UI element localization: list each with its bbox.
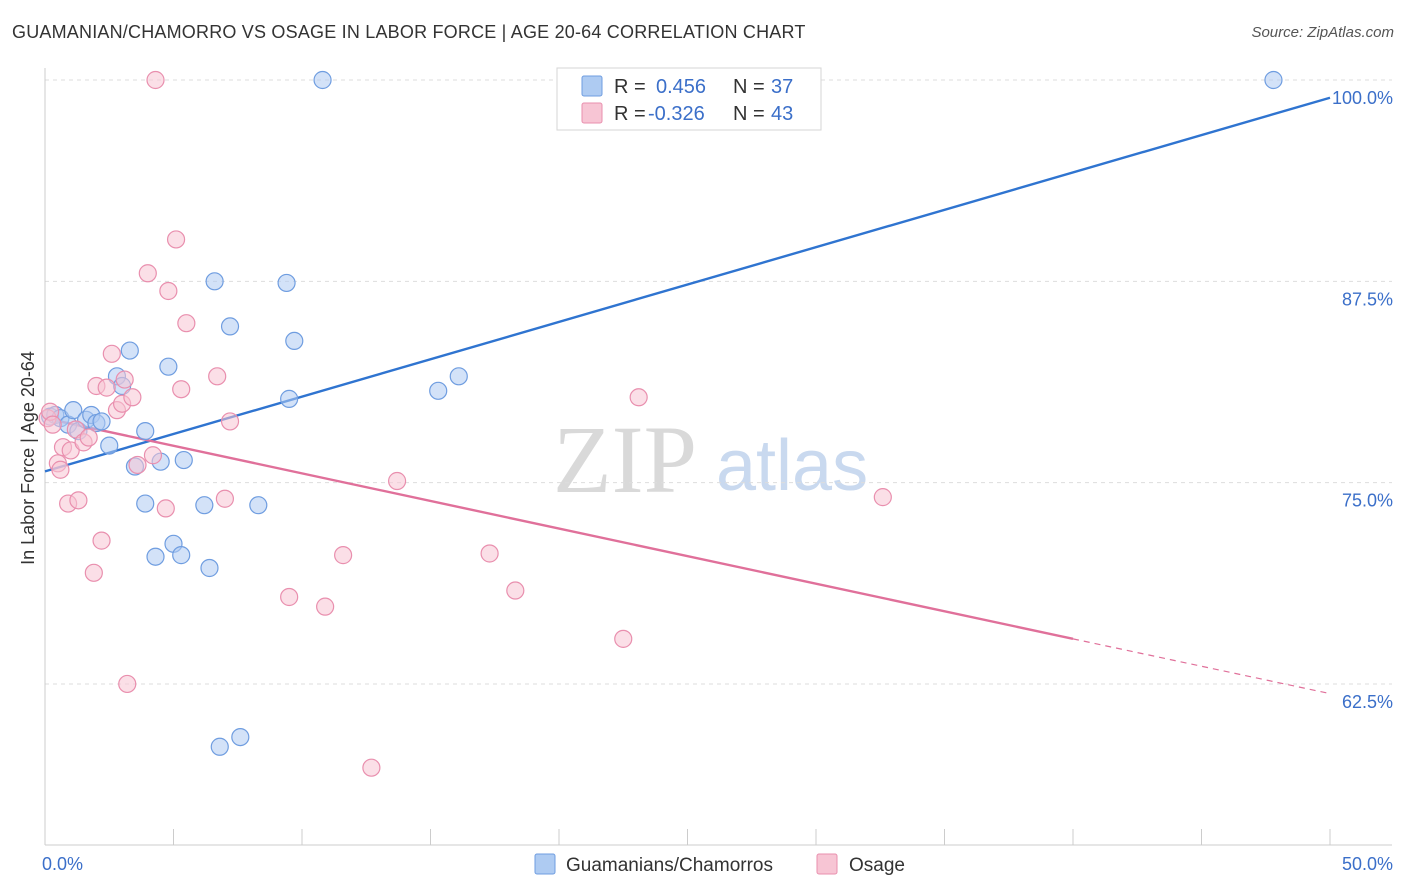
x-tick-label-0: 0.0% (42, 854, 83, 874)
legend-r-value-blue: 0.456 (656, 76, 706, 98)
pink-point-26 (156, 499, 175, 518)
bottom-legend-swatch-blue (534, 853, 556, 875)
blue-point-35 (449, 367, 468, 386)
legend-r-label-pink: R = (614, 103, 646, 125)
blue-point-31 (280, 389, 299, 408)
pink-point-14 (92, 531, 111, 550)
chart-title: GUAMANIAN/CHAMORRO VS OSAGE IN LABOR FOR… (12, 22, 806, 42)
pink-point-2 (43, 415, 62, 434)
pink-trend-line (44, 417, 1074, 641)
legend-n-label-blue: N = (733, 76, 765, 98)
pink-point-34 (280, 587, 299, 607)
source-credit: Source: ZipAtlas.com (1251, 24, 1394, 41)
pink-point-23 (138, 264, 157, 283)
pink-point-37 (362, 758, 381, 777)
y-tick-label-0: 62.5% (1342, 692, 1393, 712)
blue-point-21 (172, 546, 191, 565)
pink-point-9 (69, 491, 88, 510)
legend-swatch-pink (581, 102, 603, 124)
pink-point-16 (102, 344, 121, 363)
blue-point-15 (136, 421, 155, 441)
blue-point-26 (210, 737, 229, 756)
blue-point-27 (220, 317, 240, 336)
pink-point-27 (159, 281, 178, 301)
blue-point-23 (195, 496, 214, 515)
blue-point-16 (136, 494, 155, 513)
y-axis-title: In Labor Force | Age 20-64 (18, 351, 38, 565)
blue-point-4 (64, 401, 83, 420)
pink-point-31 (208, 367, 227, 386)
pink-point-25 (146, 70, 165, 90)
pink-point-35 (316, 597, 335, 616)
pink-point-21 (123, 388, 142, 407)
pink-point-19 (115, 370, 134, 389)
pink-point-30 (177, 314, 196, 333)
blue-point-29 (249, 496, 268, 515)
pink-point-11 (79, 428, 98, 447)
bottom-legend-label-blue: Guamanians/Chamorros (566, 855, 773, 876)
gridlines (45, 79, 1392, 685)
trend-lines (44, 96, 1331, 695)
blue-point-13 (120, 341, 139, 360)
series-legend: Guamanians/Chamorros Osage (534, 853, 905, 876)
pink-point-22 (128, 455, 147, 475)
blue-point-32 (285, 331, 304, 351)
pink-point-33 (220, 412, 240, 431)
pink-point-38 (387, 471, 407, 491)
correlation-legend: R = 0.456 N = 37 R = -0.326 N = 43 (556, 67, 822, 131)
bottom-legend-label-pink: Osage (849, 855, 905, 876)
blue-point-34 (429, 381, 448, 400)
legend-n-value-blue: 37 (771, 76, 793, 98)
pink-point-29 (172, 380, 191, 399)
blue-point-28 (231, 727, 250, 747)
legend-n-value-pink: 43 (771, 103, 793, 125)
blue-point-36 (1264, 70, 1283, 90)
blue-point-24 (200, 558, 219, 578)
pink-point-41 (614, 629, 633, 648)
watermark-zip: ZIP (553, 406, 697, 513)
blue-point-30 (277, 273, 296, 293)
pink-point-15 (97, 378, 116, 397)
pink-point-28 (166, 230, 186, 249)
pink-point-42 (629, 388, 648, 407)
blue-point-33 (313, 70, 332, 90)
blue-point-22 (174, 450, 193, 470)
y-tick-label-2: 87.5% (1342, 289, 1393, 309)
pink-point-4 (51, 460, 70, 479)
pink-point-12 (84, 563, 103, 582)
blue-point-25 (205, 272, 224, 291)
pink-point-24 (143, 446, 163, 465)
watermark-atlas: atlas (716, 426, 868, 506)
legend-n-label-pink: N = (733, 103, 765, 125)
pink-point-20 (118, 674, 137, 694)
pink-point-7 (61, 441, 80, 460)
blue-trend-line (44, 96, 1331, 473)
axes (44, 68, 1392, 846)
legend-r-value-pink: -0.326 (648, 103, 705, 125)
blue-point-19 (159, 357, 178, 376)
pink-trend-extension (1072, 638, 1331, 695)
pink-point-40 (506, 581, 525, 600)
bottom-legend-swatch-pink (816, 853, 838, 875)
blue-point-10 (100, 436, 119, 455)
y-tick-label-3: 100.0% (1332, 88, 1393, 108)
x-tick-labels: 0.0% 50.0% (42, 854, 1393, 874)
blue-point-17 (146, 547, 165, 566)
pink-point-43 (873, 488, 892, 507)
legend-r-label-blue: R = (614, 76, 646, 98)
pink-point-39 (480, 544, 499, 563)
legend-swatch-blue (581, 75, 603, 97)
data-points (38, 70, 1283, 777)
y-tick-labels: 62.5% 75.0% 87.5% 100.0% (1332, 88, 1393, 712)
y-tick-label-1: 75.0% (1342, 491, 1393, 511)
pink-point-32 (215, 489, 234, 508)
pink-point-36 (334, 546, 353, 565)
blue-point-9 (92, 412, 111, 431)
x-tick-label-1: 50.0% (1342, 854, 1393, 874)
